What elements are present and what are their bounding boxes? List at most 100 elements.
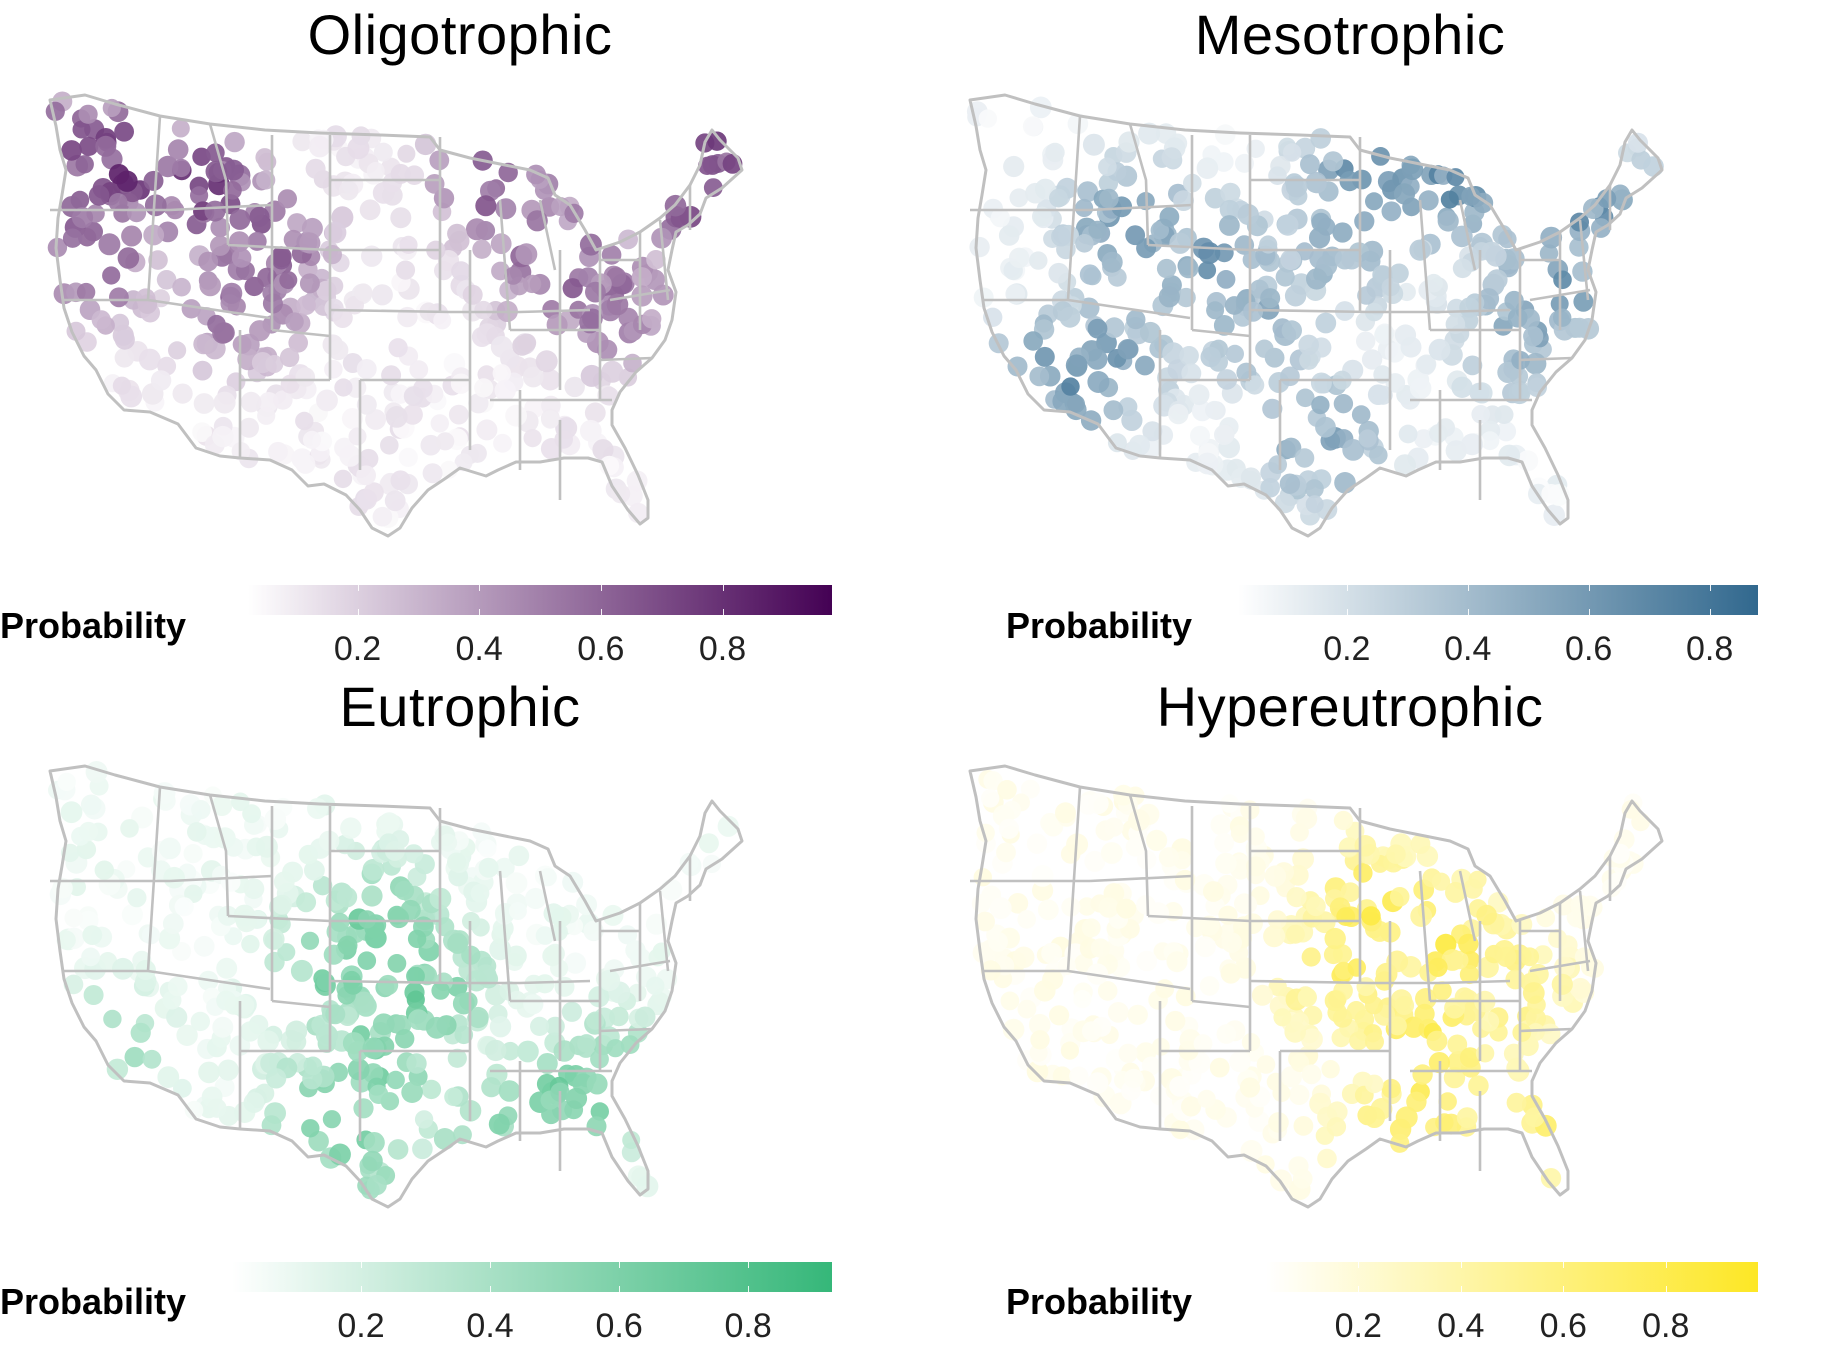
- lake-site-point: [255, 148, 274, 167]
- lake-site-point: [1049, 188, 1068, 208]
- lake-site-point: [1309, 227, 1331, 249]
- lake-site-point: [368, 1084, 389, 1104]
- lake-site-point: [406, 1053, 427, 1074]
- colorbar: [232, 1262, 832, 1292]
- state-border: [1089, 874, 1193, 883]
- lake-site-point: [1216, 1024, 1237, 1044]
- lake-site-point: [1583, 198, 1604, 219]
- lake-site-point: [231, 248, 252, 268]
- lake-site-point: [1239, 1077, 1261, 1098]
- lake-site-point: [1067, 113, 1089, 135]
- lake-site-point: [243, 1092, 265, 1113]
- lake-site-point: [347, 137, 370, 160]
- lake-site-point: [530, 1016, 550, 1036]
- state-border: [208, 794, 230, 917]
- lake-site-point: [102, 266, 121, 285]
- lake-site-point: [1456, 1107, 1478, 1128]
- lake-site-point: [1426, 1030, 1448, 1052]
- lake-site-point: [983, 771, 1003, 791]
- lake-site-point: [1020, 779, 1040, 799]
- lake-site-point: [536, 1053, 558, 1074]
- colorbar-tick: [1346, 585, 1348, 591]
- lake-site-point: [365, 409, 386, 430]
- lake-site-point: [1389, 263, 1409, 284]
- colorbar-tick: [722, 609, 724, 615]
- lake-site-point: [1260, 288, 1281, 309]
- lake-site-point: [1290, 1012, 1309, 1031]
- lake-site-point: [1023, 331, 1043, 351]
- lake-site-point: [1272, 1084, 1291, 1103]
- state-border: [1529, 288, 1591, 302]
- legend-title: Probability: [1006, 605, 1193, 646]
- lake-site-point: [406, 966, 425, 986]
- lake-site-point: [1306, 268, 1328, 290]
- lake-site-point: [216, 957, 238, 979]
- state-border: [538, 199, 557, 271]
- lake-site-point: [462, 284, 483, 305]
- lake-site-point: [302, 430, 322, 449]
- lake-site-point: [1628, 132, 1648, 153]
- lake-site-point: [387, 1139, 409, 1160]
- lake-site-point: [75, 155, 94, 174]
- lake-site-point: [1428, 957, 1448, 977]
- lake-site-point: [78, 821, 99, 842]
- lake-site-point: [1326, 1101, 1348, 1123]
- lake-site-point: [114, 348, 135, 368]
- lake-site-point: [978, 109, 997, 128]
- lake-site-point: [1340, 882, 1361, 902]
- lake-site-point: [1128, 434, 1150, 456]
- lake-site-point: [1221, 932, 1242, 953]
- lake-site-point: [468, 393, 489, 414]
- lake-site-point: [1341, 248, 1362, 270]
- state-border: [169, 203, 273, 212]
- lake-site-point: [1214, 424, 1235, 445]
- lake-site-point: [1127, 1004, 1148, 1025]
- lake-site-point: [184, 1100, 204, 1120]
- lake-site-point: [167, 139, 189, 160]
- panel-oligotrophic: Oligotrophic Probability 0.2 0.4 0.6 0.8: [0, 0, 920, 671]
- lake-site-point: [1128, 809, 1150, 832]
- lake-site-point: [257, 406, 276, 425]
- lake-site-point: [1074, 954, 1093, 973]
- lake-site-point: [1525, 1008, 1546, 1029]
- lake-site-point: [1393, 183, 1416, 205]
- lake-site-point: [975, 911, 995, 932]
- lake-site-point: [1240, 467, 1261, 488]
- lake-site-point: [1409, 377, 1432, 400]
- lake-site-point: [316, 389, 338, 412]
- lake-site-point: [1512, 1023, 1532, 1042]
- tick-label: 0.8: [1642, 1307, 1690, 1345]
- lake-site-point: [1009, 247, 1030, 268]
- lake-site-point: [241, 934, 260, 954]
- lake-site-point: [1107, 1002, 1129, 1023]
- lake-site-point: [1218, 905, 1238, 925]
- lake-site-point: [1220, 963, 1241, 984]
- lake-site-point: [1026, 833, 1048, 854]
- lake-site-point: [1286, 887, 1307, 908]
- lake-site-point: [77, 228, 97, 247]
- us-map: [48, 761, 744, 1209]
- lake-site-point: [242, 804, 261, 824]
- lake-site-point: [1229, 1050, 1251, 1073]
- colorbar-tick: [490, 1262, 492, 1268]
- lake-site-point: [356, 465, 376, 486]
- lake-site-point: [1263, 925, 1286, 948]
- lake-site-point: [270, 246, 292, 268]
- lake-site-point: [465, 218, 488, 241]
- lake-site-point: [998, 818, 1020, 839]
- lake-site-point: [1346, 1001, 1366, 1020]
- lake-site-point: [295, 411, 314, 431]
- lake-site-point: [322, 1110, 341, 1129]
- lake-site-point: [187, 822, 207, 842]
- lake-site-point: [1310, 372, 1332, 394]
- state-border: [146, 786, 162, 972]
- lake-site-point: [68, 878, 86, 897]
- lake-site-point: [301, 1119, 320, 1138]
- tick-label: 0.6: [1565, 630, 1613, 668]
- lake-site-point: [564, 952, 587, 974]
- lake-site-point: [1256, 1055, 1276, 1074]
- lake-site-point: [193, 935, 215, 957]
- lake-site-point: [257, 1030, 280, 1052]
- lake-site-point: [290, 959, 313, 982]
- panel-title: Eutrophic: [339, 675, 581, 738]
